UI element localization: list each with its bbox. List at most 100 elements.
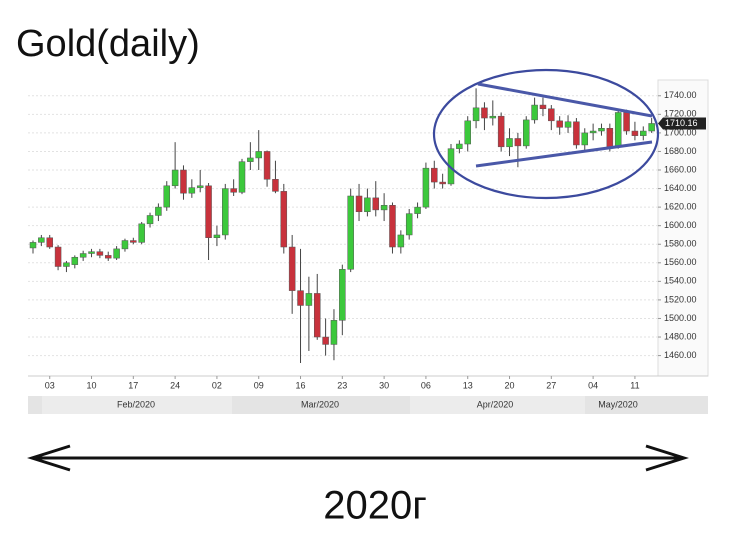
candle-body bbox=[364, 197, 371, 213]
candle-body bbox=[589, 130, 597, 134]
candle-body bbox=[414, 206, 421, 214]
candle-body bbox=[180, 169, 187, 194]
candle-body bbox=[497, 115, 505, 148]
x-tick-label: 06 bbox=[421, 380, 431, 390]
candle-body bbox=[489, 115, 497, 119]
y-tick-label: 1640.00 bbox=[664, 183, 697, 193]
candle-body bbox=[380, 205, 388, 211]
candle-body bbox=[339, 269, 346, 321]
y-tick-label: 1560.00 bbox=[664, 257, 697, 267]
candle-body bbox=[146, 215, 154, 225]
candle-body bbox=[539, 104, 547, 110]
x-tick-label: 20 bbox=[505, 380, 515, 390]
candle-body bbox=[247, 157, 254, 162]
y-tick-label: 1660.00 bbox=[664, 164, 697, 174]
y-tick-label: 1520.00 bbox=[664, 294, 697, 304]
x-tick-label: 13 bbox=[463, 380, 473, 390]
candle-body bbox=[598, 128, 605, 132]
candle-body bbox=[556, 120, 563, 128]
candle-body bbox=[280, 191, 288, 248]
candle-body bbox=[522, 119, 530, 147]
candle-body bbox=[238, 161, 246, 193]
x-tick-label: 17 bbox=[128, 380, 138, 390]
x-tick-label: 09 bbox=[254, 380, 264, 390]
candle-body bbox=[54, 246, 62, 267]
month-band bbox=[42, 396, 232, 414]
y-tick-label: 1720.00 bbox=[664, 109, 697, 119]
candle-body bbox=[205, 185, 212, 238]
candle-body bbox=[196, 185, 204, 188]
candle-body bbox=[439, 181, 446, 185]
candle-body bbox=[623, 112, 630, 132]
x-tick-label: 04 bbox=[588, 380, 598, 390]
candle-body bbox=[548, 108, 555, 122]
candle-body bbox=[514, 138, 522, 147]
candle-body bbox=[230, 188, 237, 193]
candle-body bbox=[648, 123, 655, 132]
caption: 2020г bbox=[323, 484, 427, 528]
candle-body bbox=[431, 167, 438, 183]
candle-body bbox=[481, 107, 488, 119]
month-label: Feb/2020 bbox=[117, 399, 155, 409]
candle-body bbox=[155, 206, 162, 216]
x-tick-label: 11 bbox=[630, 380, 639, 390]
candle-body bbox=[188, 187, 196, 194]
y-tick-label: 1700.00 bbox=[664, 127, 697, 137]
candle-body bbox=[564, 121, 572, 128]
candle-body bbox=[506, 138, 513, 148]
x-tick-label: 27 bbox=[546, 380, 556, 390]
candle-body bbox=[313, 293, 321, 338]
period-arrow bbox=[27, 444, 689, 472]
candle-body bbox=[614, 112, 622, 148]
y-tick-label: 1460.00 bbox=[664, 350, 697, 360]
candle-body bbox=[422, 167, 430, 208]
candle-body bbox=[405, 213, 413, 236]
candle-body bbox=[305, 293, 313, 306]
candle-body bbox=[46, 237, 53, 248]
candle-body bbox=[38, 237, 45, 243]
candle-body bbox=[581, 132, 589, 146]
y-tick-label: 1480.00 bbox=[664, 331, 697, 341]
candle-body bbox=[606, 128, 614, 148]
candle-body bbox=[330, 320, 338, 345]
candle-body bbox=[640, 130, 647, 136]
candle-body bbox=[255, 151, 262, 159]
annotation-ellipse bbox=[432, 68, 660, 200]
y-tick-label: 1680.00 bbox=[664, 146, 697, 156]
y-tick-label: 1740.00 bbox=[664, 90, 697, 100]
y-tick-label: 1580.00 bbox=[664, 239, 697, 249]
candle-body bbox=[573, 121, 580, 146]
candle-body bbox=[347, 195, 354, 270]
candle-body bbox=[272, 179, 279, 192]
candle-body bbox=[288, 246, 296, 291]
candle-body bbox=[355, 195, 363, 213]
candle-body bbox=[213, 234, 221, 238]
x-tick-label: 10 bbox=[87, 380, 97, 390]
month-band bbox=[410, 396, 585, 414]
x-tick-label: 23 bbox=[337, 380, 347, 390]
x-tick-label: 24 bbox=[170, 380, 180, 390]
candle-body bbox=[397, 234, 405, 248]
candle-body bbox=[121, 240, 129, 250]
x-tick-label: 16 bbox=[296, 380, 306, 390]
x-axis-panel bbox=[28, 376, 708, 394]
candle-body bbox=[104, 255, 112, 259]
candle-body bbox=[171, 169, 179, 187]
last-price-label: 1710.16 bbox=[665, 118, 698, 128]
candle-body bbox=[372, 197, 380, 211]
candle-body bbox=[322, 336, 329, 345]
plot-area bbox=[28, 80, 658, 376]
x-tick-label: 30 bbox=[379, 380, 389, 390]
month-label: May/2020 bbox=[598, 399, 638, 409]
candle-body bbox=[63, 262, 70, 267]
candle-body bbox=[631, 130, 639, 136]
candle-body bbox=[464, 120, 471, 145]
candle-body bbox=[389, 205, 396, 248]
candle-body bbox=[263, 151, 271, 180]
x-tick-label: 02 bbox=[212, 380, 222, 390]
candle-body bbox=[79, 253, 87, 258]
candle-body bbox=[138, 223, 145, 243]
y-tick-label: 1620.00 bbox=[664, 201, 697, 211]
y-tick-label: 1540.00 bbox=[664, 276, 697, 286]
